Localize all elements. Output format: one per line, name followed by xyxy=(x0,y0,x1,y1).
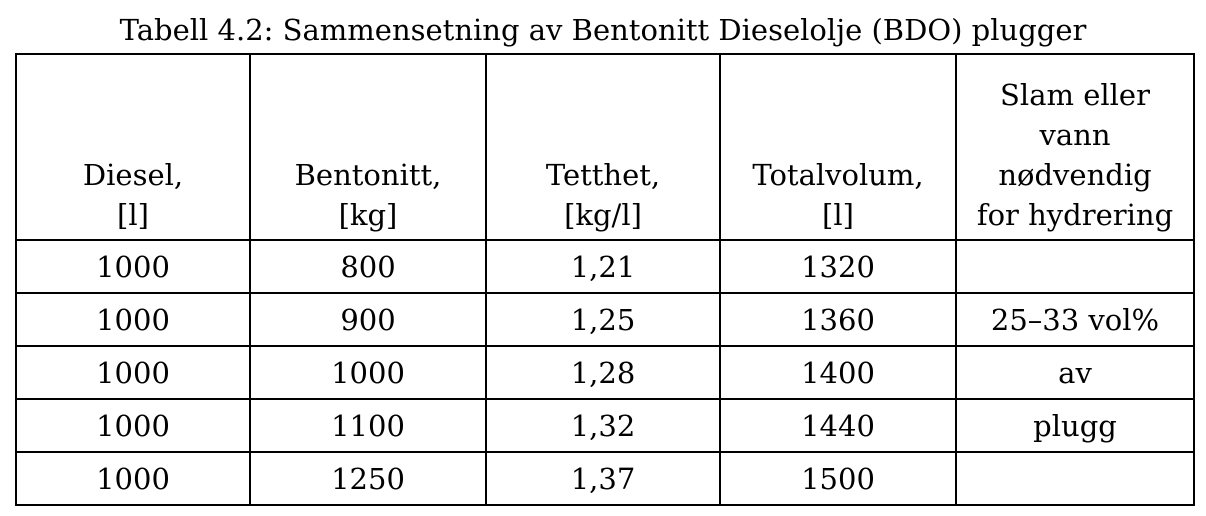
cell-bentonitt: 1000 xyxy=(249,345,487,400)
cell-bentonitt: 800 xyxy=(249,239,487,294)
cell-slam-vann: 25–33 vol% xyxy=(955,292,1195,347)
table-row: 1000 800 1,21 1320 xyxy=(15,239,1195,294)
header-tetthet: Tetthet, [kg/l] xyxy=(485,53,721,241)
bdo-composition-table: Diesel, [l] Bentonitt, [kg] Tetthet, [kg… xyxy=(15,53,1195,506)
table-caption: Tabell 4.2: Sammensetning av Bentonitt D… xyxy=(119,13,1087,47)
cell-totalvolum: 1400 xyxy=(719,345,957,400)
cell-slam-vann xyxy=(955,451,1195,506)
cell-bentonitt: 1100 xyxy=(249,398,487,453)
header-slam-eller-vann: Slam eller vann nødvendig for hydrering xyxy=(955,53,1195,241)
cell-bentonitt: 1250 xyxy=(249,451,487,506)
header-row: Diesel, [l] Bentonitt, [kg] Tetthet, [kg… xyxy=(15,53,1195,241)
header-diesel: Diesel, [l] xyxy=(15,53,251,241)
cell-totalvolum: 1320 xyxy=(719,239,957,294)
cell-tetthet: 1,28 xyxy=(485,345,721,400)
cell-diesel: 1000 xyxy=(15,398,251,453)
cell-tetthet: 1,25 xyxy=(485,292,721,347)
header-totalvolum: Totalvolum, [l] xyxy=(719,53,957,241)
cell-diesel: 1000 xyxy=(15,451,251,506)
cell-tetthet: 1,21 xyxy=(485,239,721,294)
cell-totalvolum: 1360 xyxy=(719,292,957,347)
cell-totalvolum: 1500 xyxy=(719,451,957,506)
cell-tetthet: 1,32 xyxy=(485,398,721,453)
cell-diesel: 1000 xyxy=(15,239,251,294)
table-row: 1000 1000 1,28 1400 av xyxy=(15,345,1195,400)
table-row: 1000 900 1,25 1360 25–33 vol% xyxy=(15,292,1195,347)
table-row: 1000 1100 1,32 1440 plugg xyxy=(15,398,1195,453)
cell-slam-vann: av xyxy=(955,345,1195,400)
cell-bentonitt: 900 xyxy=(249,292,487,347)
cell-diesel: 1000 xyxy=(15,292,251,347)
header-bentonitt: Bentonitt, [kg] xyxy=(249,53,487,241)
cell-tetthet: 1,37 xyxy=(485,451,721,506)
table-row: 1000 1250 1,37 1500 xyxy=(15,451,1195,506)
cell-diesel: 1000 xyxy=(15,345,251,400)
cell-slam-vann: plugg xyxy=(955,398,1195,453)
cell-totalvolum: 1440 xyxy=(719,398,957,453)
cell-slam-vann xyxy=(955,239,1195,294)
